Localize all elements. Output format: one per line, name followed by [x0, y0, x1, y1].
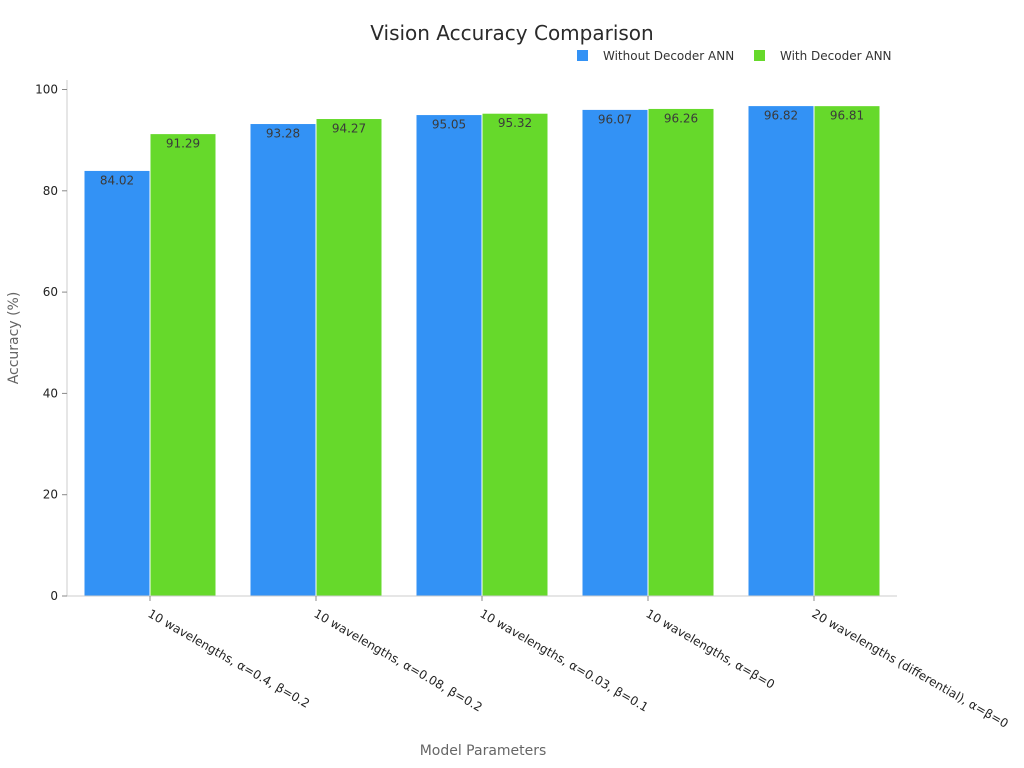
bar [647, 107, 715, 597]
legend: Without Decoder ANN With Decoder ANN [577, 49, 892, 63]
bar-value-label: 91.29 [166, 137, 200, 151]
bar [581, 108, 649, 597]
x-axis-label: Model Parameters [420, 743, 547, 759]
y-axis-ticks: 0 20 40 60 80 100 [35, 83, 67, 603]
bar-value-label: 93.28 [266, 127, 300, 141]
y-tick-label: 40 [43, 386, 58, 400]
legend-label: Without Decoder ANN [603, 49, 734, 63]
bar-value-label: 96.81 [830, 109, 864, 123]
x-axis-ticks: 10 wavelengths, α=0.4, β=0.2 10 wavelengt… [146, 596, 1011, 731]
bar-value-label: 96.07 [598, 112, 632, 126]
bar [149, 133, 217, 597]
bar [747, 105, 815, 597]
legend-swatch [577, 50, 588, 61]
y-tick-label: 20 [43, 488, 58, 502]
y-tick-label: 80 [43, 184, 58, 198]
bar [83, 169, 151, 597]
y-tick-label: 100 [35, 83, 58, 97]
x-tick-label: 10 wavelengths, α=0.08, β=0.2 [312, 606, 485, 714]
bar-value-label: 94.27 [332, 122, 366, 136]
bar [415, 114, 483, 597]
x-tick-label: 10 wavelengths, α=0.03, β=0.1 [478, 606, 651, 714]
x-tick-label: 20 wavelengths (differential), α=β=0 [810, 606, 1011, 730]
bar-value-label: 95.32 [498, 116, 532, 130]
bar-value-label: 96.82 [764, 109, 798, 123]
legend-swatch [754, 50, 765, 61]
bar [249, 123, 317, 597]
y-tick-label: 0 [50, 589, 58, 603]
bar [315, 118, 383, 597]
data-labels-group: 84.02 91.29 93.28 94.27 95.05 95.32 96.07 96.26… [100, 109, 864, 188]
legend-label: With Decoder ANN [780, 49, 892, 63]
chart-title: Vision Accuracy Comparison [370, 21, 653, 45]
y-axis-label: Accuracy (%) [6, 292, 22, 385]
bars-group [83, 105, 881, 597]
x-tick-label: 10 wavelengths, α=0.4, β=0.2 [146, 606, 313, 710]
bar-value-label: 96.26 [664, 111, 698, 125]
x-tick-label: 10 wavelengths, α=β=0 [644, 606, 778, 691]
y-tick-label: 60 [43, 285, 58, 299]
bar-value-label: 95.05 [432, 118, 466, 132]
bar [481, 112, 549, 597]
bar [813, 105, 881, 597]
bar-value-label: 84.02 [100, 173, 134, 187]
